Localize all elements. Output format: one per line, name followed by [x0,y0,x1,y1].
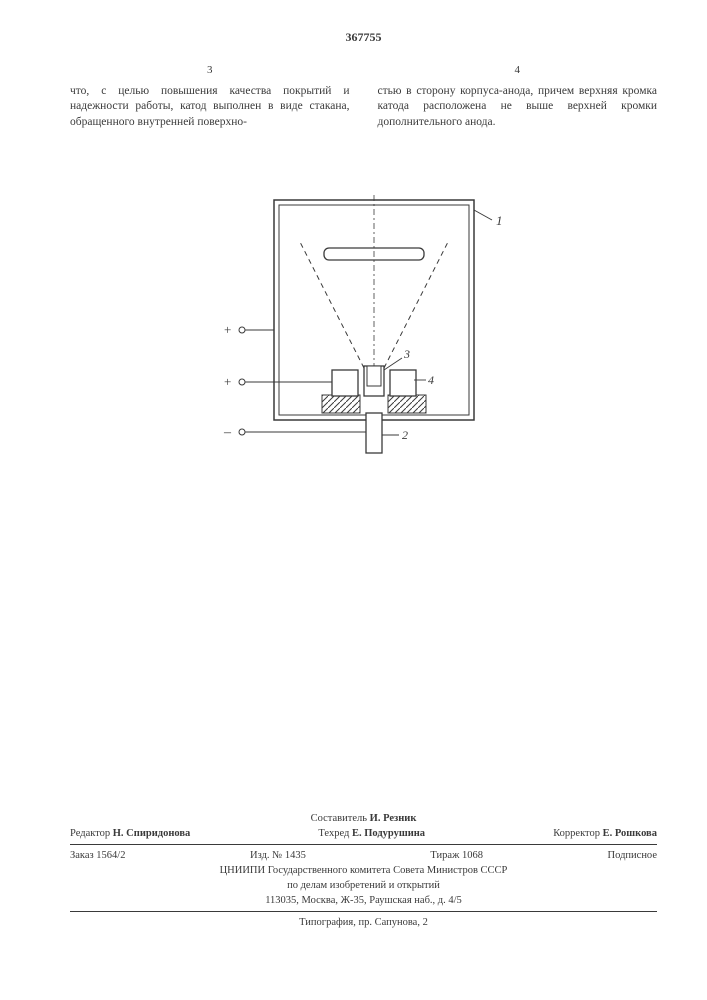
right-column: 4 стью в сторону корпуса-анода, причем в… [378,63,658,130]
corrector-label: Корректор [553,828,600,839]
left-column: 3 что, с целью повышения качества покрыт… [70,63,350,130]
right-col-text: стью в сторону корпуса-анода, причем вер… [378,84,658,131]
izd-number: Изд. № 1435 [250,850,306,861]
diagram: 1 [214,180,514,475]
label-1: 1 [496,213,503,228]
org-line-2: по делам изобретений и открытий [70,878,657,893]
patent-number: 367755 [70,30,657,45]
compiler-name: И. Резник [370,813,417,824]
left-col-text: что, с целью повышения качества покрытий… [70,84,350,131]
terminal-minus: – [223,425,232,440]
techred-label: Техред [318,828,349,839]
tirazh: Тираж 1068 [430,850,483,861]
label-4: 4 [428,373,434,387]
label-3: 3 [403,347,410,361]
address: 113035, Москва, Ж-35, Раушская наб., д. … [70,893,657,908]
left-col-number: 3 [70,63,350,78]
terminal-plus-2: + [224,374,231,389]
techred-name: Е. Подурушина [352,828,425,839]
compiler-label: Составитель [311,813,367,824]
label-2: 2 [402,428,408,442]
editor-label: Редактор [70,828,110,839]
print-shop: Типография, пр. Сапунова, 2 [70,915,657,930]
text-columns: 3 что, с целью повышения качества покрыт… [70,63,657,130]
org-line-1: ЦНИИПИ Государственного комитета Совета … [70,863,657,878]
podpisnoe: Подписное [608,850,657,861]
footer: Составитель И. Резник Редактор Н. Спирид… [70,811,657,930]
right-col-number: 4 [378,63,658,78]
terminal-plus-1: + [224,322,231,337]
order-number: Заказ 1564/2 [70,850,125,861]
editor-name: Н. Спиридонова [113,828,191,839]
corrector-name: Е. Рошкова [603,828,657,839]
